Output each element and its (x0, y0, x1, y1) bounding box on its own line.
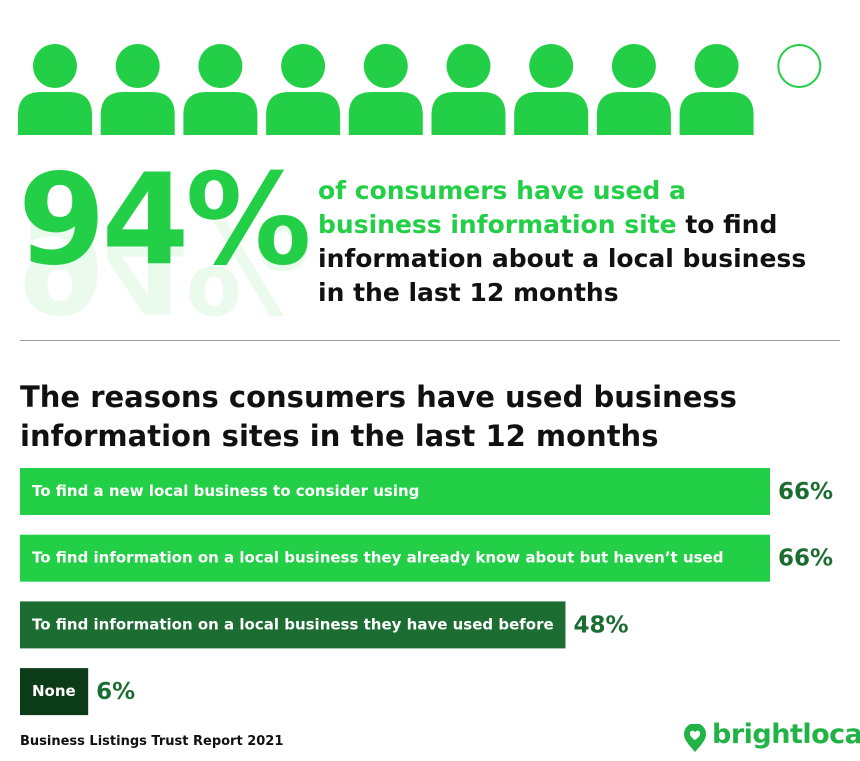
source: Business Listings Trust Report 2021 (20, 734, 284, 749)
big-stat: 94% (18, 146, 312, 293)
bar (20, 468, 770, 515)
person-head (777, 44, 822, 88)
chart-title: The reasons consumers have used business… (20, 380, 737, 453)
chart: To find a new local business to consider… (20, 468, 833, 716)
person-body (596, 92, 671, 135)
highlight-text: of consumers have used a business inform… (318, 176, 686, 239)
person-body (266, 92, 341, 135)
bar-label: None (32, 682, 76, 700)
value-label: 48% (573, 612, 628, 638)
person-head (446, 44, 491, 88)
person-body (18, 92, 92, 135)
person-head (363, 44, 408, 88)
people-icons (18, 44, 822, 135)
person-body (514, 92, 589, 135)
person-body (679, 92, 754, 135)
bar (20, 534, 770, 582)
person-head (694, 44, 739, 88)
person-head (529, 44, 574, 88)
stat-text: of consumers have used a business inform… (318, 174, 818, 310)
person-head (33, 44, 77, 88)
person-body (100, 92, 175, 135)
body-text: to find information about a local busine… (318, 210, 807, 307)
brand: brightlocal (712, 719, 860, 750)
person-body (431, 92, 506, 135)
bar-label: To find a new local business to consider… (32, 482, 419, 500)
bar (20, 668, 89, 716)
bar-label: To find information on a local business … (32, 615, 554, 633)
person-body (348, 92, 423, 135)
person-head (198, 44, 243, 88)
person-head (115, 44, 160, 88)
value-label: 66% (778, 546, 833, 572)
person-body (183, 92, 258, 135)
value-label: 6% (96, 679, 135, 705)
bar (20, 601, 566, 649)
brand-icon (684, 724, 706, 752)
person-head (281, 44, 326, 88)
bar-label: To find information on a local business … (32, 549, 723, 567)
value-label: 66% (778, 479, 833, 505)
divider (20, 340, 840, 341)
person-head (611, 44, 656, 88)
